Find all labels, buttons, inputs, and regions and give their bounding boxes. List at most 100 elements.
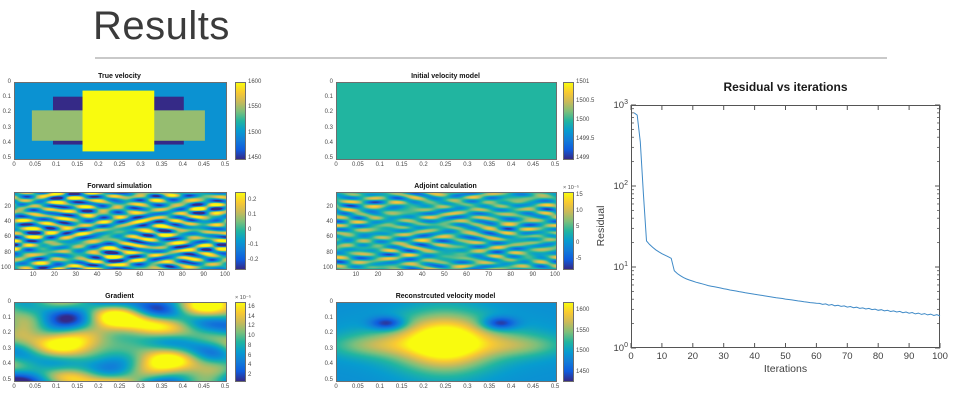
tick-label: 0.3 [463,162,472,168]
colorbar-tick-label: 5 [576,223,580,230]
tick-label: 0.1 [324,314,333,321]
tick-label: 0.3 [324,124,333,131]
colorbar-tick-label: 1550 [576,327,590,334]
tick-label: 20 [374,272,382,278]
tick-label: 90 [529,272,537,278]
tick-label: 0.35 [483,384,496,390]
tick-label: 0.2 [2,109,11,116]
colorbar-tick-label: 12 [248,323,255,330]
tick-label: 0.5 [220,384,230,390]
tick-label: 20 [4,203,11,210]
tick-label: 101 [613,260,628,274]
colorbar-tick-label: 10 [248,333,255,340]
tick-label: 0.35 [155,384,168,390]
tick-label: 0.4 [507,384,516,390]
adjoint-calculation-panel: Adjoint calculation 20 40 60 80 100 10 20 30 40… [323,183,583,278]
tick-label: 0.35 [155,162,168,168]
residual-chart-title: Residual vs iterations [723,80,848,94]
tick-label: 0 [12,162,16,168]
tick-label: 30 [718,351,729,362]
tick-label: 60 [136,272,144,278]
tick-label: 0.2 [2,330,11,337]
y-axis-ticks: 20 40 60 80 100 [0,192,11,271]
colorbar [235,82,246,160]
tick-label: 0.5 [2,377,11,383]
tick-label: 60 [326,234,333,241]
tick-label: 0.4 [507,162,516,168]
colorbar-tick-label: 1500 [576,117,590,123]
tick-label: 50 [441,272,448,278]
tick-label: 70 [842,351,853,362]
x-axis-ticks: 0 0.05 0.1 0.15 0.2 0.25 0.3 0.35 0.4 0.45 0.5 [334,384,559,392]
tick-label: 100 [219,272,231,278]
colorbar-tick-label: 14 [248,313,255,320]
heatmap-canvas [336,192,557,270]
heatmap-canvas [336,82,557,160]
tick-label: 0.25 [113,162,126,168]
plot-title: Adjoint calculation [414,183,477,190]
colorbar-tick-label: 1501 [576,79,590,85]
colorbar-tick-label: 0.1 [248,211,257,218]
tick-label: 60 [463,272,470,278]
tick-label: 40 [4,218,11,225]
tick-label: 0 [7,79,11,85]
tick-label: 40 [749,351,760,362]
tick-label: 0.4 [178,162,187,168]
tick-label: 103 [613,98,628,112]
residual-x-axis-label: Iterations [763,363,808,375]
x-axis-ticks: 0 0.05 0.1 0.15 0.2 0.25 0.3 0.35 0.4 0.45 0.5 [12,384,229,392]
tick-label: 0.5 [220,162,230,168]
plot-title: True velocity [98,73,141,80]
tick-label: 102 [613,179,628,193]
tick-label: 0.3 [324,345,333,352]
tick-label: 0.5 [324,377,333,383]
colorbar [235,192,246,270]
initial-velocity-panel: Initial velocity model 0 0.1 0.2 0.3 0.4 0.5 … [325,73,595,168]
tick-label: 0.35 [483,162,496,168]
colorbar-ticks: 1600 1550 1500 1450 [576,302,598,380]
tick-label: 60 [4,234,11,241]
colorbar-tick-label: 1499.5 [576,136,595,142]
tick-label: 0 [329,79,333,85]
tick-label: 0.2 [94,162,103,168]
tick-label: 0.5 [550,162,560,168]
tick-label: 100 [322,265,333,271]
colorbar-tick-label: -0.2 [248,257,259,264]
tick-label: 0.4 [324,139,333,146]
heatmap-canvas [14,192,227,270]
y-axis-ticks: 0 0.1 0.2 0.3 0.4 0.5 [0,79,11,161]
tick-label: 0.1 [52,162,61,168]
colorbar [235,302,246,382]
tick-label: 0.2 [324,330,333,337]
colorbar-tick-label: 1600 [576,307,590,314]
tick-label: 0.45 [198,162,210,168]
tick-label: 0.45 [527,384,539,390]
tick-label: 0.4 [2,361,11,368]
tick-label: 0.2 [419,384,428,390]
colorbar-tick-label: 10 [576,208,583,214]
x-axis-ticks: 0 0.05 0.1 0.15 0.2 0.25 0.3 0.35 0.4 0.45 0.5 [334,162,559,170]
colorbar-ticks: 0.2 0.1 0 -0.1 -0.2 [248,192,270,268]
colorbar-tick-label: 1450 [576,368,590,375]
tick-label: 0.45 [198,384,210,390]
tick-label: 0.3 [463,384,472,390]
residual-line [633,112,941,317]
colorbar-tick-label: 1500.5 [576,98,595,104]
colorbar-tick-label: -5 [576,255,582,262]
tick-label: 90 [200,272,208,278]
tick-label: 0.15 [395,384,408,390]
y-axis-ticks: 0 0.1 0.2 0.3 0.4 0.5 [0,299,11,383]
tick-label: 20 [51,272,58,278]
tick-label: 20 [326,203,333,210]
tick-label: 100 [549,272,561,278]
tick-label: 80 [4,249,11,256]
y-axis-ticks: 20 40 60 80 100 [313,192,333,271]
colorbar-ticks: 1501 1500.5 1500 1499.5 1499 [576,79,598,161]
tick-label: 30 [396,272,404,278]
colorbar-ticks: 1600 1550 1500 1450 [248,79,270,161]
tick-label: 0 [334,162,338,168]
tick-label: 0.4 [2,139,11,146]
colorbar-tick-label: 1600 [248,79,262,85]
plot-title: Forward simulation [87,183,152,190]
